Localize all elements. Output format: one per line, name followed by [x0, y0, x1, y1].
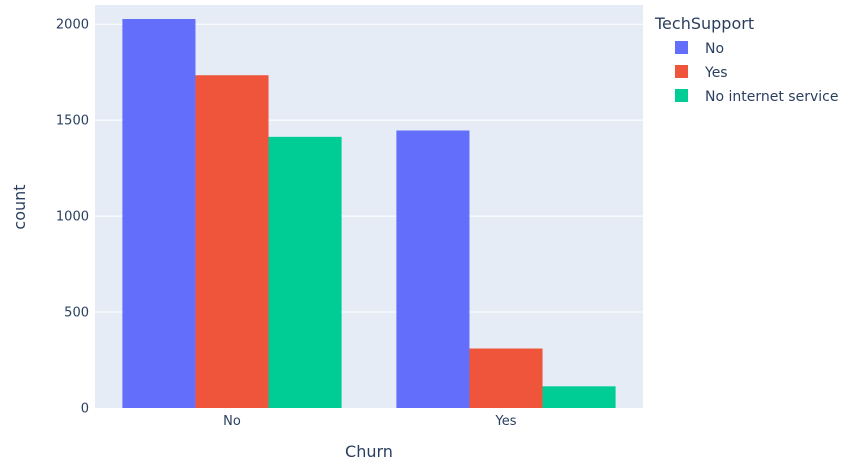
y-tick-label: 2000: [56, 18, 89, 33]
y-tick-label: 500: [64, 306, 89, 321]
bar-no-no-internet-service: [268, 136, 342, 409]
legend-label: No: [705, 41, 724, 57]
legend-label: No internet service: [705, 89, 838, 105]
bar-yes-yes: [469, 348, 543, 408]
legend-label: Yes: [704, 65, 728, 81]
legend-swatch: [675, 89, 688, 102]
bar-yes-no: [396, 130, 470, 408]
bar-yes-no-internet-service: [542, 386, 616, 408]
bar-no-yes: [195, 75, 269, 408]
x-tick-labels: No Yes: [223, 414, 517, 429]
legend-swatch: [675, 41, 688, 54]
bar-no-no: [122, 19, 196, 409]
y-tick-label: 1000: [56, 210, 89, 225]
bars: [122, 19, 616, 409]
y-tick-label: 0: [81, 402, 89, 417]
legend: TechSupport No Yes No internet service: [654, 14, 838, 105]
x-tick-label: No: [223, 414, 241, 429]
y-tick-labels: 0 500 1000 1500 2000: [56, 18, 89, 417]
y-tick-label: 1500: [56, 114, 89, 129]
legend-title: TechSupport: [654, 14, 754, 33]
y-axis-title: count: [10, 184, 29, 229]
x-axis-title: Churn: [345, 442, 393, 461]
legend-swatch: [675, 65, 688, 78]
x-tick-label: Yes: [495, 414, 517, 429]
